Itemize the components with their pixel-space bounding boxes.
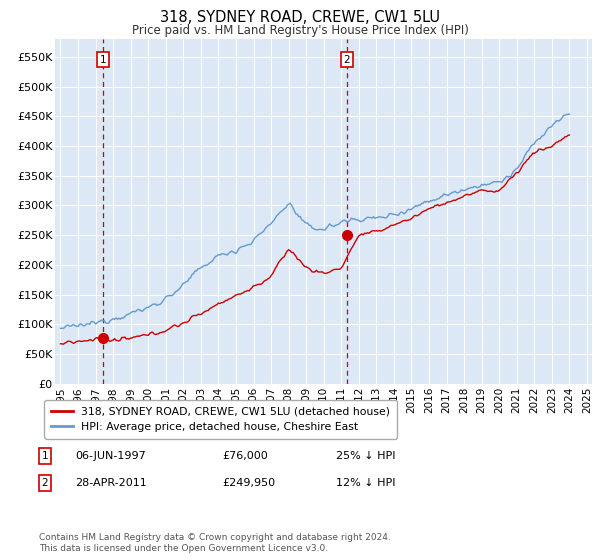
Text: £249,950: £249,950 xyxy=(222,478,275,488)
Text: 28-APR-2011: 28-APR-2011 xyxy=(75,478,147,488)
Text: Contains HM Land Registry data © Crown copyright and database right 2024.
This d: Contains HM Land Registry data © Crown c… xyxy=(39,533,391,553)
Text: £76,000: £76,000 xyxy=(222,451,268,461)
Text: 2: 2 xyxy=(41,478,49,488)
Text: 12% ↓ HPI: 12% ↓ HPI xyxy=(336,478,395,488)
Text: Price paid vs. HM Land Registry's House Price Index (HPI): Price paid vs. HM Land Registry's House … xyxy=(131,24,469,36)
Text: 25% ↓ HPI: 25% ↓ HPI xyxy=(336,451,395,461)
Text: 2: 2 xyxy=(344,55,350,65)
Text: 1: 1 xyxy=(100,55,107,65)
Legend: 318, SYDNEY ROAD, CREWE, CW1 5LU (detached house), HPI: Average price, detached : 318, SYDNEY ROAD, CREWE, CW1 5LU (detach… xyxy=(44,400,397,438)
Text: 318, SYDNEY ROAD, CREWE, CW1 5LU: 318, SYDNEY ROAD, CREWE, CW1 5LU xyxy=(160,10,440,25)
Text: 06-JUN-1997: 06-JUN-1997 xyxy=(75,451,146,461)
Text: 1: 1 xyxy=(41,451,49,461)
